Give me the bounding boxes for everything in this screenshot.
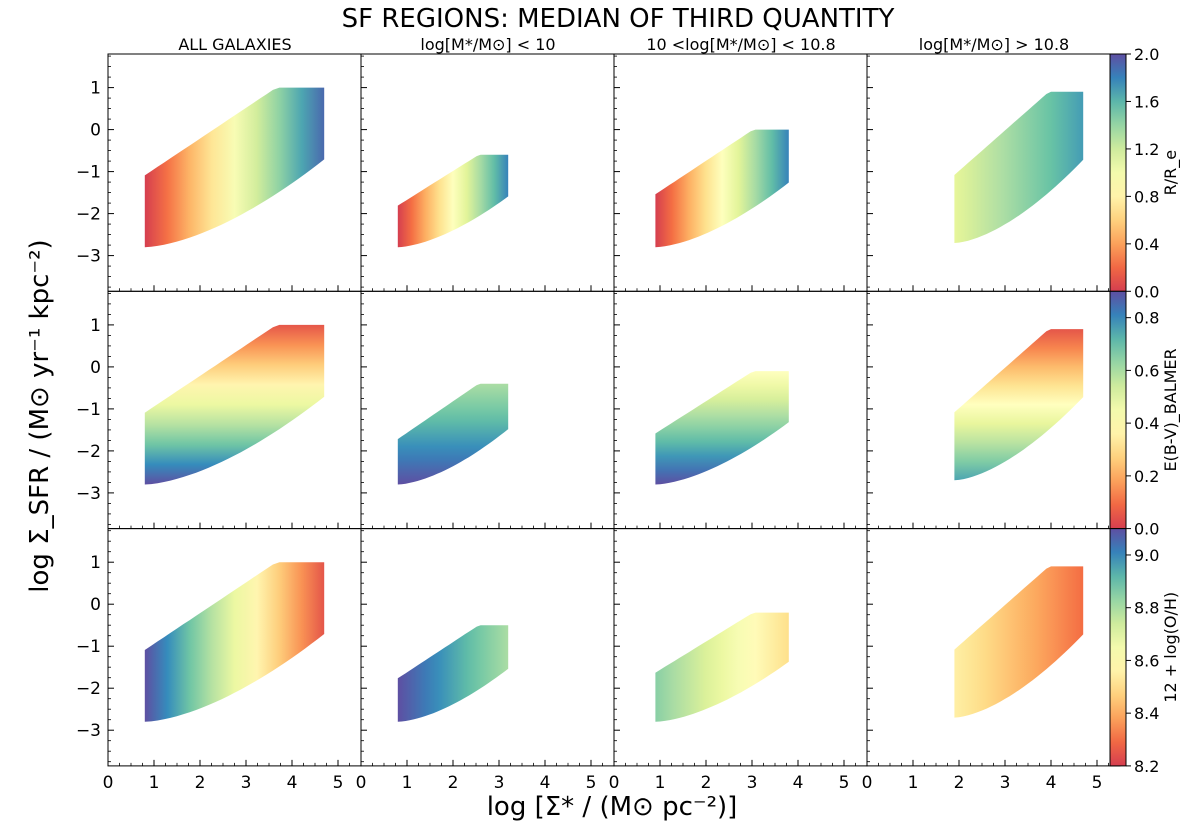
colorbar-r1: 0.0 0.2 0.4 0.6 0.8 E(B-V)_BALMER xyxy=(1109,290,1181,539)
x-tick-label: 0 xyxy=(609,773,620,793)
colorbar-label: R/R_e xyxy=(1161,150,1181,195)
y-tick-label: −3 xyxy=(76,721,101,741)
y-tick-label: −3 xyxy=(76,484,101,504)
y-tick-label: −1 xyxy=(76,637,101,657)
heatmap-cloud xyxy=(144,562,325,722)
x-tick-label: 0 xyxy=(356,773,367,793)
colorbar-label: E(B-V)_BALMER xyxy=(1161,348,1181,471)
column-title-high-mass: log[M*/M⊙] > 10.8 xyxy=(919,35,1069,54)
panel-r1-c2 xyxy=(613,290,868,530)
y-tick-label: −3 xyxy=(76,247,101,267)
colorbar-tick-label: 0.8 xyxy=(1134,309,1159,328)
colorbar-tick-label: 9.0 xyxy=(1134,546,1159,565)
x-tick-label: 5 xyxy=(839,773,850,793)
colorbar-tick-label: 0.4 xyxy=(1134,235,1159,254)
y-tick-label: −2 xyxy=(76,442,101,462)
x-tick-label: 0 xyxy=(862,773,873,793)
y-tick-label: −1 xyxy=(76,163,101,183)
heatmap-cloud xyxy=(397,154,509,248)
colorbar-tick-label: 0.8 xyxy=(1134,187,1159,206)
panel-r1-c1 xyxy=(360,290,615,530)
heatmap-cloud xyxy=(397,625,509,722)
panel-r0-c0: −3 −2 −1 0 1 xyxy=(76,53,362,292)
colorbar-tick-label: 8.4 xyxy=(1134,704,1159,723)
column-title-all: ALL GALAXIES xyxy=(178,35,291,54)
panel-r2-c2: 0 1 2 3 4 5 xyxy=(609,528,868,793)
colorbar-gradient xyxy=(1109,528,1127,767)
y-tick-label: 1 xyxy=(90,79,101,99)
heatmap-cloud xyxy=(655,371,789,485)
colorbar-tick-label: 0.4 xyxy=(1134,414,1159,433)
panel-r0-c3 xyxy=(866,53,1121,292)
colorbar-gradient xyxy=(1109,53,1127,292)
heatmap-cloud xyxy=(144,324,325,485)
panel-r2-c0: 0 1 2 3 4 5 −3 −2 −1 0 1 xyxy=(76,528,362,793)
y-tick-label: 0 xyxy=(90,358,101,378)
heatmap-cloud xyxy=(397,383,509,485)
x-tick-label: 4 xyxy=(287,773,298,793)
x-tick-label: 5 xyxy=(333,773,344,793)
x-tick-label: 2 xyxy=(701,773,712,793)
x-tick-label: 2 xyxy=(195,773,206,793)
x-tick-label: 1 xyxy=(655,773,666,793)
panel-r0-c2 xyxy=(613,53,868,292)
figure-title: SF REGIONS: MEDIAN OF THIRD QUANTITY xyxy=(342,4,895,34)
x-tick-label: 3 xyxy=(494,773,505,793)
colorbar-tick-label: 8.6 xyxy=(1134,651,1159,670)
colorbar-tick-label: 8.8 xyxy=(1134,599,1159,618)
column-title-mid-mass: 10 <log[M*/M⊙] < 10.8 xyxy=(646,35,835,54)
colorbar-tick-label: 0.6 xyxy=(1134,361,1159,380)
colorbar-gradient xyxy=(1109,290,1127,530)
colorbar-tick-label: 0.2 xyxy=(1134,467,1159,486)
colorbar-tick-label: 0.0 xyxy=(1134,520,1159,539)
x-tick-label: 2 xyxy=(954,773,965,793)
panel-r2-c3: 0 1 2 3 4 5 xyxy=(862,528,1121,793)
x-tick-label: 4 xyxy=(540,773,551,793)
x-tick-label: 1 xyxy=(149,773,160,793)
heatmap-cloud xyxy=(954,91,1084,243)
heatmap-cloud xyxy=(655,612,789,722)
x-tick-label: 2 xyxy=(448,773,459,793)
heatmap-cloud xyxy=(954,566,1084,718)
y-tick-label: 1 xyxy=(90,553,101,573)
colorbar-r2: 8.2 8.4 8.6 8.8 9.0 12 + log(O/H) xyxy=(1109,528,1180,776)
colorbar-tick-label: 1.2 xyxy=(1134,140,1159,159)
x-tick-label: 3 xyxy=(1000,773,1011,793)
y-tick-label: 1 xyxy=(90,316,101,336)
x-tick-label: 1 xyxy=(402,773,413,793)
x-tick-label: 0 xyxy=(103,773,114,793)
panel-r1-c3 xyxy=(866,290,1121,530)
x-tick-label: 3 xyxy=(241,773,252,793)
x-tick-label: 5 xyxy=(586,773,597,793)
x-tick-label: 3 xyxy=(747,773,758,793)
colorbar-label: 12 + log(O/H) xyxy=(1161,592,1180,703)
y-tick-label: −1 xyxy=(76,400,101,420)
colorbar-tick-label: 0.0 xyxy=(1134,282,1159,301)
y-tick-label: −2 xyxy=(76,205,101,225)
x-tick-label: 5 xyxy=(1092,773,1103,793)
heatmap-cloud xyxy=(655,129,789,248)
x-tick-label: 1 xyxy=(908,773,919,793)
y-tick-label: 0 xyxy=(90,595,101,615)
column-title-low-mass: log[M*/M⊙] < 10 xyxy=(420,35,555,54)
y-axis-label: log Σ_SFR / (M⊙ yr⁻¹ kpc⁻²) xyxy=(25,239,55,592)
colorbar-tick-label: 2.0 xyxy=(1134,45,1159,64)
colorbar-tick-label: 8.2 xyxy=(1134,757,1159,776)
colorbar-r0: 0.0 0.4 0.8 1.2 1.6 2.0 R/R_e xyxy=(1109,45,1181,301)
colorbar-tick-label: 1.6 xyxy=(1134,92,1159,111)
heatmap-cloud xyxy=(954,329,1084,481)
x-tick-label: 4 xyxy=(793,773,804,793)
y-tick-label: 0 xyxy=(90,121,101,141)
panel-r0-c1 xyxy=(360,53,615,292)
panel-r1-c0: −3 −2 −1 0 1 xyxy=(76,290,362,530)
heatmap-cloud xyxy=(144,87,325,248)
panel-r2-c1: 0 1 2 3 4 5 xyxy=(356,528,615,793)
x-tick-label: 4 xyxy=(1046,773,1057,793)
colorbars: 0.0 0.4 0.8 1.2 1.6 2.0 R/R_e 0.0 0.2 0.4 0.6 0.8 E(… xyxy=(1109,45,1181,776)
y-tick-label: −2 xyxy=(76,679,101,699)
x-axis-label: log [Σ* / (M⊙ pc⁻²)] xyxy=(487,792,738,822)
